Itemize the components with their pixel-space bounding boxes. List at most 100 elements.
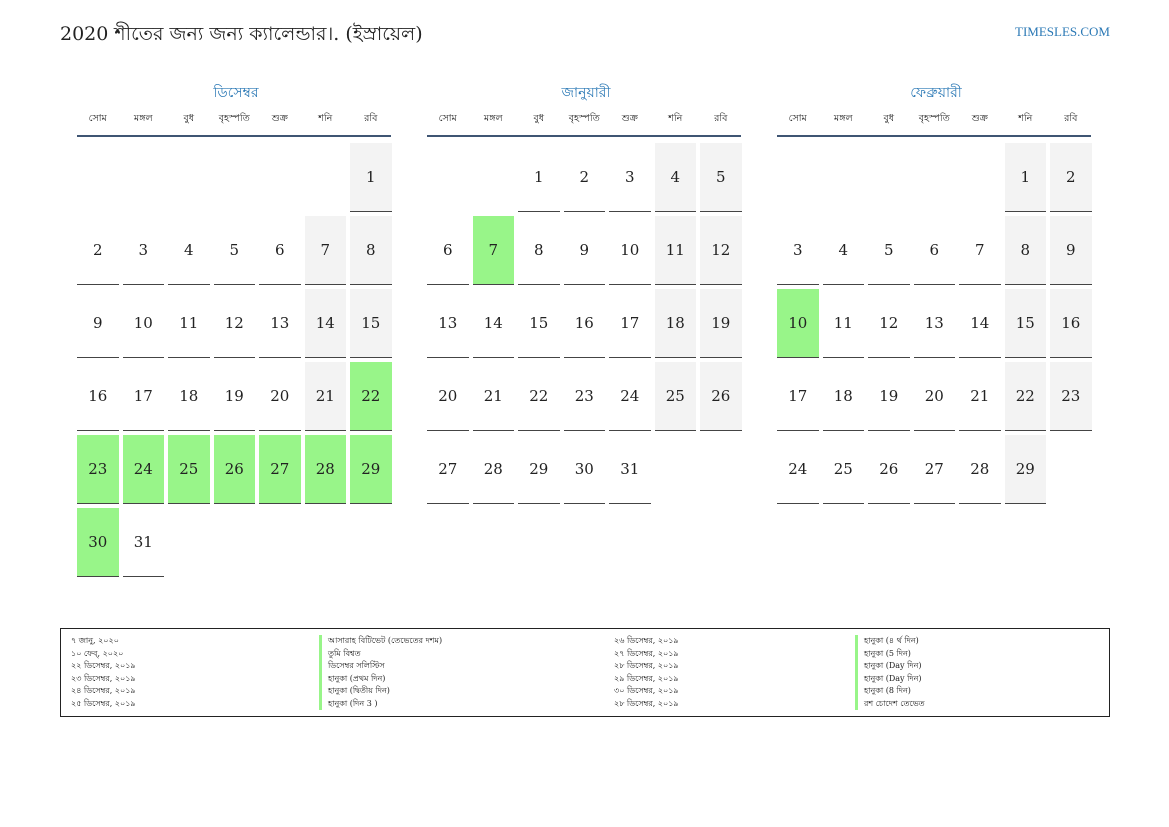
day-cell[interactable]: 7	[472, 216, 514, 285]
legend-holiday-name: হানুকা (দ্বিতীয় দিন)	[319, 685, 390, 698]
day-cell[interactable]: 27	[259, 435, 301, 504]
day-cell[interactable]: 21	[959, 362, 1001, 431]
weekday-label: শনি	[668, 113, 683, 124]
day-cell[interactable]: 5	[700, 143, 742, 212]
month-name: জানুয়ারী	[561, 85, 611, 101]
day-cell[interactable]: 6	[913, 216, 955, 285]
day-cell[interactable]: 17	[609, 289, 651, 358]
day-cell[interactable]: 17	[122, 362, 164, 431]
day-cell[interactable]: 8	[518, 216, 560, 285]
day-cell[interactable]: 5	[213, 216, 255, 285]
day-cell[interactable]: 14	[304, 289, 346, 358]
day-cell[interactable]: 12	[868, 289, 910, 358]
day-cell[interactable]: 28	[472, 435, 514, 504]
weekday-label: শুক্র	[621, 113, 638, 124]
day-cell[interactable]: 26	[868, 435, 910, 504]
day-cell[interactable]: 14	[472, 289, 514, 358]
weekday-label: বৃহস্পতি	[568, 113, 600, 124]
day-cell[interactable]: 18	[654, 289, 696, 358]
day-cell[interactable]: 15	[1004, 289, 1046, 358]
day-cell[interactable]: 29	[350, 435, 392, 504]
day-cell[interactable]: 13	[259, 289, 301, 358]
day-cell[interactable]: 18	[822, 362, 864, 431]
day-cell[interactable]: 26	[213, 435, 255, 504]
day-cell[interactable]: 30	[77, 508, 119, 577]
day-cell[interactable]: 24	[122, 435, 164, 504]
day-cell[interactable]: 7	[304, 216, 346, 285]
day-cell[interactable]: 15	[350, 289, 392, 358]
day-cell[interactable]: 3	[122, 216, 164, 285]
day-cell[interactable]: 17	[777, 362, 819, 431]
day-cell[interactable]: 20	[427, 362, 469, 431]
day-cell[interactable]: 11	[654, 216, 696, 285]
day-cell[interactable]: 3	[609, 143, 651, 212]
day-cell[interactable]: 24	[609, 362, 651, 431]
day-cell[interactable]: 25	[168, 435, 210, 504]
day-cell[interactable]: 12	[700, 216, 742, 285]
day-cell[interactable]: 20	[259, 362, 301, 431]
day-cell[interactable]: 4	[822, 216, 864, 285]
day-cell[interactable]: 15	[518, 289, 560, 358]
day-cell[interactable]: 3	[777, 216, 819, 285]
day-cell[interactable]: 26	[700, 362, 742, 431]
day-cell[interactable]: 4	[168, 216, 210, 285]
day-cell[interactable]: 14	[959, 289, 1001, 358]
day-cell[interactable]: 27	[427, 435, 469, 504]
day-cell[interactable]: 28	[959, 435, 1001, 504]
day-cell[interactable]: 25	[654, 362, 696, 431]
legend-date: ২৭ ডিসেম্বর, ২০১৯	[614, 648, 679, 658]
day-cell[interactable]: 19	[700, 289, 742, 358]
day-cell[interactable]: 20	[913, 362, 955, 431]
day-cell[interactable]: 30	[563, 435, 605, 504]
day-cell[interactable]: 22	[350, 362, 392, 431]
day-cell[interactable]: 31	[122, 508, 164, 577]
day-cell[interactable]: 28	[304, 435, 346, 504]
day-cell[interactable]: 12	[213, 289, 255, 358]
day-cell[interactable]: 10	[777, 289, 819, 358]
day-cell[interactable]: 11	[168, 289, 210, 358]
empty-cell	[914, 143, 956, 212]
day-cell[interactable]: 16	[1050, 289, 1092, 358]
day-cell[interactable]: 4	[654, 143, 696, 212]
day-cell[interactable]: 27	[913, 435, 955, 504]
day-cell[interactable]: 23	[1050, 362, 1092, 431]
day-cell[interactable]: 10	[609, 216, 651, 285]
day-cell[interactable]: 8	[1004, 216, 1046, 285]
day-cell[interactable]: 18	[168, 362, 210, 431]
day-cell[interactable]: 2	[563, 143, 605, 212]
day-cell[interactable]: 11	[822, 289, 864, 358]
day-cell[interactable]: 25	[822, 435, 864, 504]
day-cell[interactable]: 9	[77, 289, 119, 358]
day-cell[interactable]: 1	[518, 143, 560, 212]
day-cell[interactable]: 16	[77, 362, 119, 431]
day-cell[interactable]: 8	[350, 216, 392, 285]
day-cell[interactable]: 29	[518, 435, 560, 504]
day-cell[interactable]: 16	[563, 289, 605, 358]
day-cell[interactable]: 2	[77, 216, 119, 285]
day-cell[interactable]: 22	[518, 362, 560, 431]
day-cell[interactable]: 22	[1004, 362, 1046, 431]
site-link[interactable]: TIMESLES.COM	[1015, 24, 1110, 39]
day-cell[interactable]: 23	[563, 362, 605, 431]
day-cell[interactable]: 1	[350, 143, 392, 212]
day-cell[interactable]: 19	[213, 362, 255, 431]
day-cell[interactable]: 21	[472, 362, 514, 431]
day-cell[interactable]: 5	[868, 216, 910, 285]
day-cell[interactable]: 19	[868, 362, 910, 431]
day-cell[interactable]: 23	[77, 435, 119, 504]
day-cell[interactable]: 1	[1004, 143, 1046, 212]
day-cell[interactable]: 21	[304, 362, 346, 431]
day-cell[interactable]: 13	[913, 289, 955, 358]
day-cell[interactable]: 7	[959, 216, 1001, 285]
day-cell[interactable]: 9	[1050, 216, 1092, 285]
day-cell[interactable]: 6	[427, 216, 469, 285]
day-cell[interactable]: 10	[122, 289, 164, 358]
day-cell[interactable]: 6	[259, 216, 301, 285]
day-cell[interactable]: 2	[1050, 143, 1092, 212]
day-cell[interactable]: 31	[609, 435, 651, 504]
day-cell[interactable]: 29	[1004, 435, 1046, 504]
day-cell[interactable]: 9	[563, 216, 605, 285]
day-cell[interactable]: 24	[777, 435, 819, 504]
day-cell[interactable]: 13	[427, 289, 469, 358]
weekday-label: সোম	[438, 113, 457, 124]
